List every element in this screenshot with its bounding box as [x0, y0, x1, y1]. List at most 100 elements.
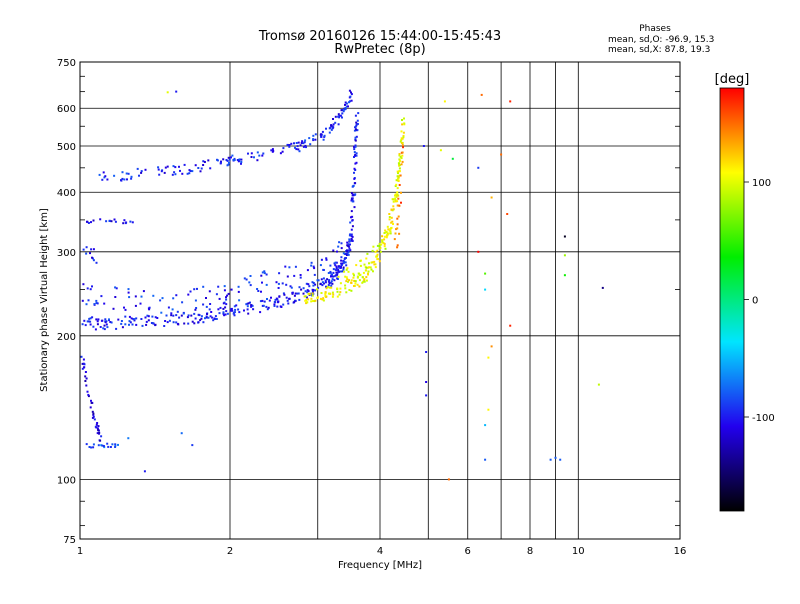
data-point	[304, 139, 307, 142]
data-point	[335, 271, 338, 274]
data-point	[372, 245, 375, 248]
data-point	[80, 355, 83, 358]
data-point	[284, 265, 287, 268]
data-point	[363, 278, 366, 280]
data-point	[358, 279, 361, 282]
data-point	[351, 219, 354, 222]
data-point	[320, 278, 323, 281]
data-point	[213, 317, 216, 320]
data-point	[334, 268, 337, 271]
data-point	[100, 295, 103, 298]
data-point	[246, 308, 249, 311]
data-point	[135, 323, 138, 326]
data-point	[487, 356, 490, 359]
data-point	[81, 299, 84, 302]
data-point	[279, 152, 282, 155]
data-point	[85, 252, 88, 255]
data-point	[223, 289, 226, 292]
data-point	[262, 152, 265, 155]
data-point	[400, 191, 402, 194]
data-point	[325, 287, 328, 290]
data-point	[396, 177, 399, 180]
data-point	[321, 298, 324, 301]
data-point	[263, 270, 266, 273]
data-point	[345, 268, 348, 271]
data-point	[312, 300, 314, 302]
data-point	[367, 266, 370, 269]
data-point	[353, 285, 355, 287]
data-point	[158, 173, 161, 176]
data-point	[310, 264, 313, 267]
data-point	[148, 308, 151, 311]
data-point	[356, 119, 359, 122]
data-point	[312, 265, 315, 268]
data-point	[112, 307, 115, 310]
data-point	[299, 276, 302, 279]
data-point	[314, 133, 317, 136]
data-point	[334, 264, 337, 267]
data-point	[484, 288, 487, 291]
data-point	[357, 112, 360, 115]
data-point	[350, 228, 353, 231]
data-point	[344, 284, 347, 287]
data-point	[127, 288, 130, 291]
data-point	[355, 124, 358, 127]
data-point	[324, 291, 327, 294]
data-point	[89, 288, 92, 291]
data-point	[394, 194, 396, 197]
data-point	[381, 240, 384, 243]
data-point	[302, 292, 305, 295]
data-point	[81, 367, 84, 370]
data-point	[86, 220, 88, 223]
data-point	[250, 305, 253, 308]
data-point	[392, 200, 395, 203]
data-point	[89, 320, 92, 323]
data-point	[331, 291, 334, 294]
data-point	[216, 158, 218, 161]
data-point	[322, 299, 325, 302]
data-point	[337, 123, 340, 126]
x-tick-label: 6	[465, 546, 471, 557]
data-point	[328, 279, 331, 282]
data-point	[97, 429, 100, 432]
data-point	[92, 325, 95, 328]
data-point	[331, 278, 334, 281]
data-point	[170, 314, 173, 317]
data-point	[90, 248, 93, 251]
data-point	[209, 167, 212, 170]
data-point	[157, 166, 160, 169]
data-point	[173, 171, 176, 174]
data-point	[313, 267, 316, 270]
data-point	[339, 114, 342, 117]
data-point	[388, 218, 391, 221]
chart-subtitle: RwPretec (8p)	[334, 42, 425, 57]
data-point	[398, 164, 401, 167]
data-point	[96, 422, 99, 424]
data-point	[247, 152, 249, 155]
data-point	[298, 298, 301, 301]
data-point	[332, 123, 335, 126]
data-point	[338, 270, 340, 273]
data-point	[159, 299, 162, 302]
data-point	[87, 299, 90, 302]
data-point	[304, 290, 307, 293]
data-point	[262, 304, 265, 307]
data-point	[266, 308, 269, 311]
data-point	[359, 259, 362, 262]
data-point	[425, 394, 428, 397]
data-point	[265, 283, 268, 286]
data-point	[96, 302, 99, 305]
data-point	[312, 282, 315, 284]
data-point	[121, 171, 124, 174]
data-point	[86, 390, 89, 393]
data-point	[223, 314, 226, 317]
data-point	[286, 299, 289, 302]
data-point	[197, 313, 200, 316]
data-point	[344, 257, 347, 259]
data-point	[348, 240, 351, 243]
data-point	[114, 296, 117, 298]
data-point	[229, 309, 232, 312]
data-point	[391, 220, 394, 223]
data-point	[337, 268, 340, 271]
data-point	[109, 321, 112, 323]
